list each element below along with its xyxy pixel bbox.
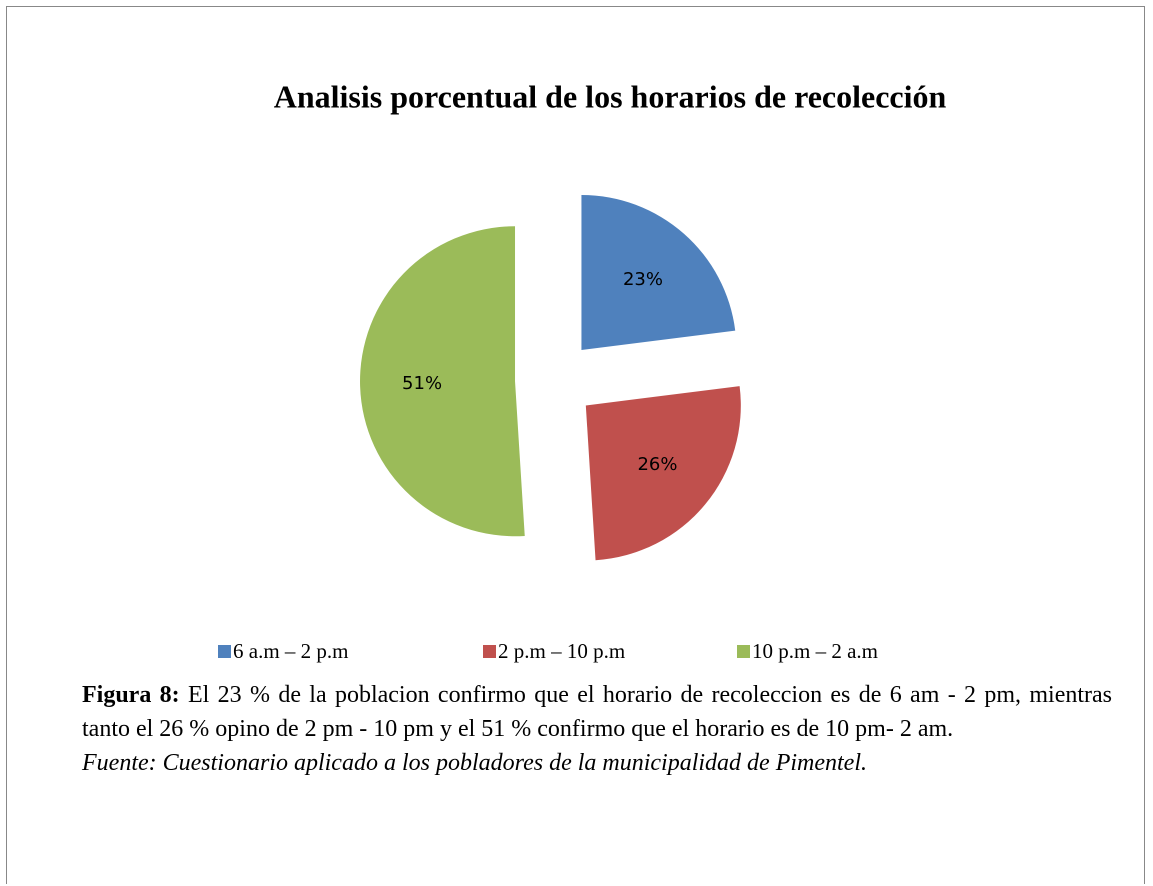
caption-label: Figura 8: (82, 682, 180, 708)
caption-source: Fuente: Cuestionario aplicado a los pobl… (82, 746, 1112, 780)
legend-swatch (483, 645, 496, 658)
pie-slice (585, 386, 741, 561)
pie-slice (360, 226, 525, 537)
caption-text: Figura 8: El 23 % de la poblacion confir… (82, 678, 1112, 746)
pie-slice (581, 194, 736, 350)
slice-label: 26% (637, 454, 677, 475)
frame (6, 6, 1145, 884)
source-text: Fuente: Cuestionario aplicado a los pobl… (82, 750, 868, 776)
chart-title: Analisis porcentual de los horarios de r… (274, 78, 947, 114)
caption-body: El 23 % de la poblacion confirmo que el … (82, 682, 1112, 742)
slice-label: 23% (623, 269, 663, 290)
legend-label: 6 a.m – 2 p.m (233, 639, 349, 663)
legend-label: 2 p.m – 10 p.m (498, 639, 625, 663)
caption: Figura 8: El 23 % de la poblacion confir… (82, 678, 1112, 780)
legend-swatch (218, 645, 231, 658)
legend-swatch (737, 645, 750, 658)
slice-label: 51% (402, 373, 442, 394)
legend-label: 10 p.m – 2 a.m (752, 639, 878, 663)
